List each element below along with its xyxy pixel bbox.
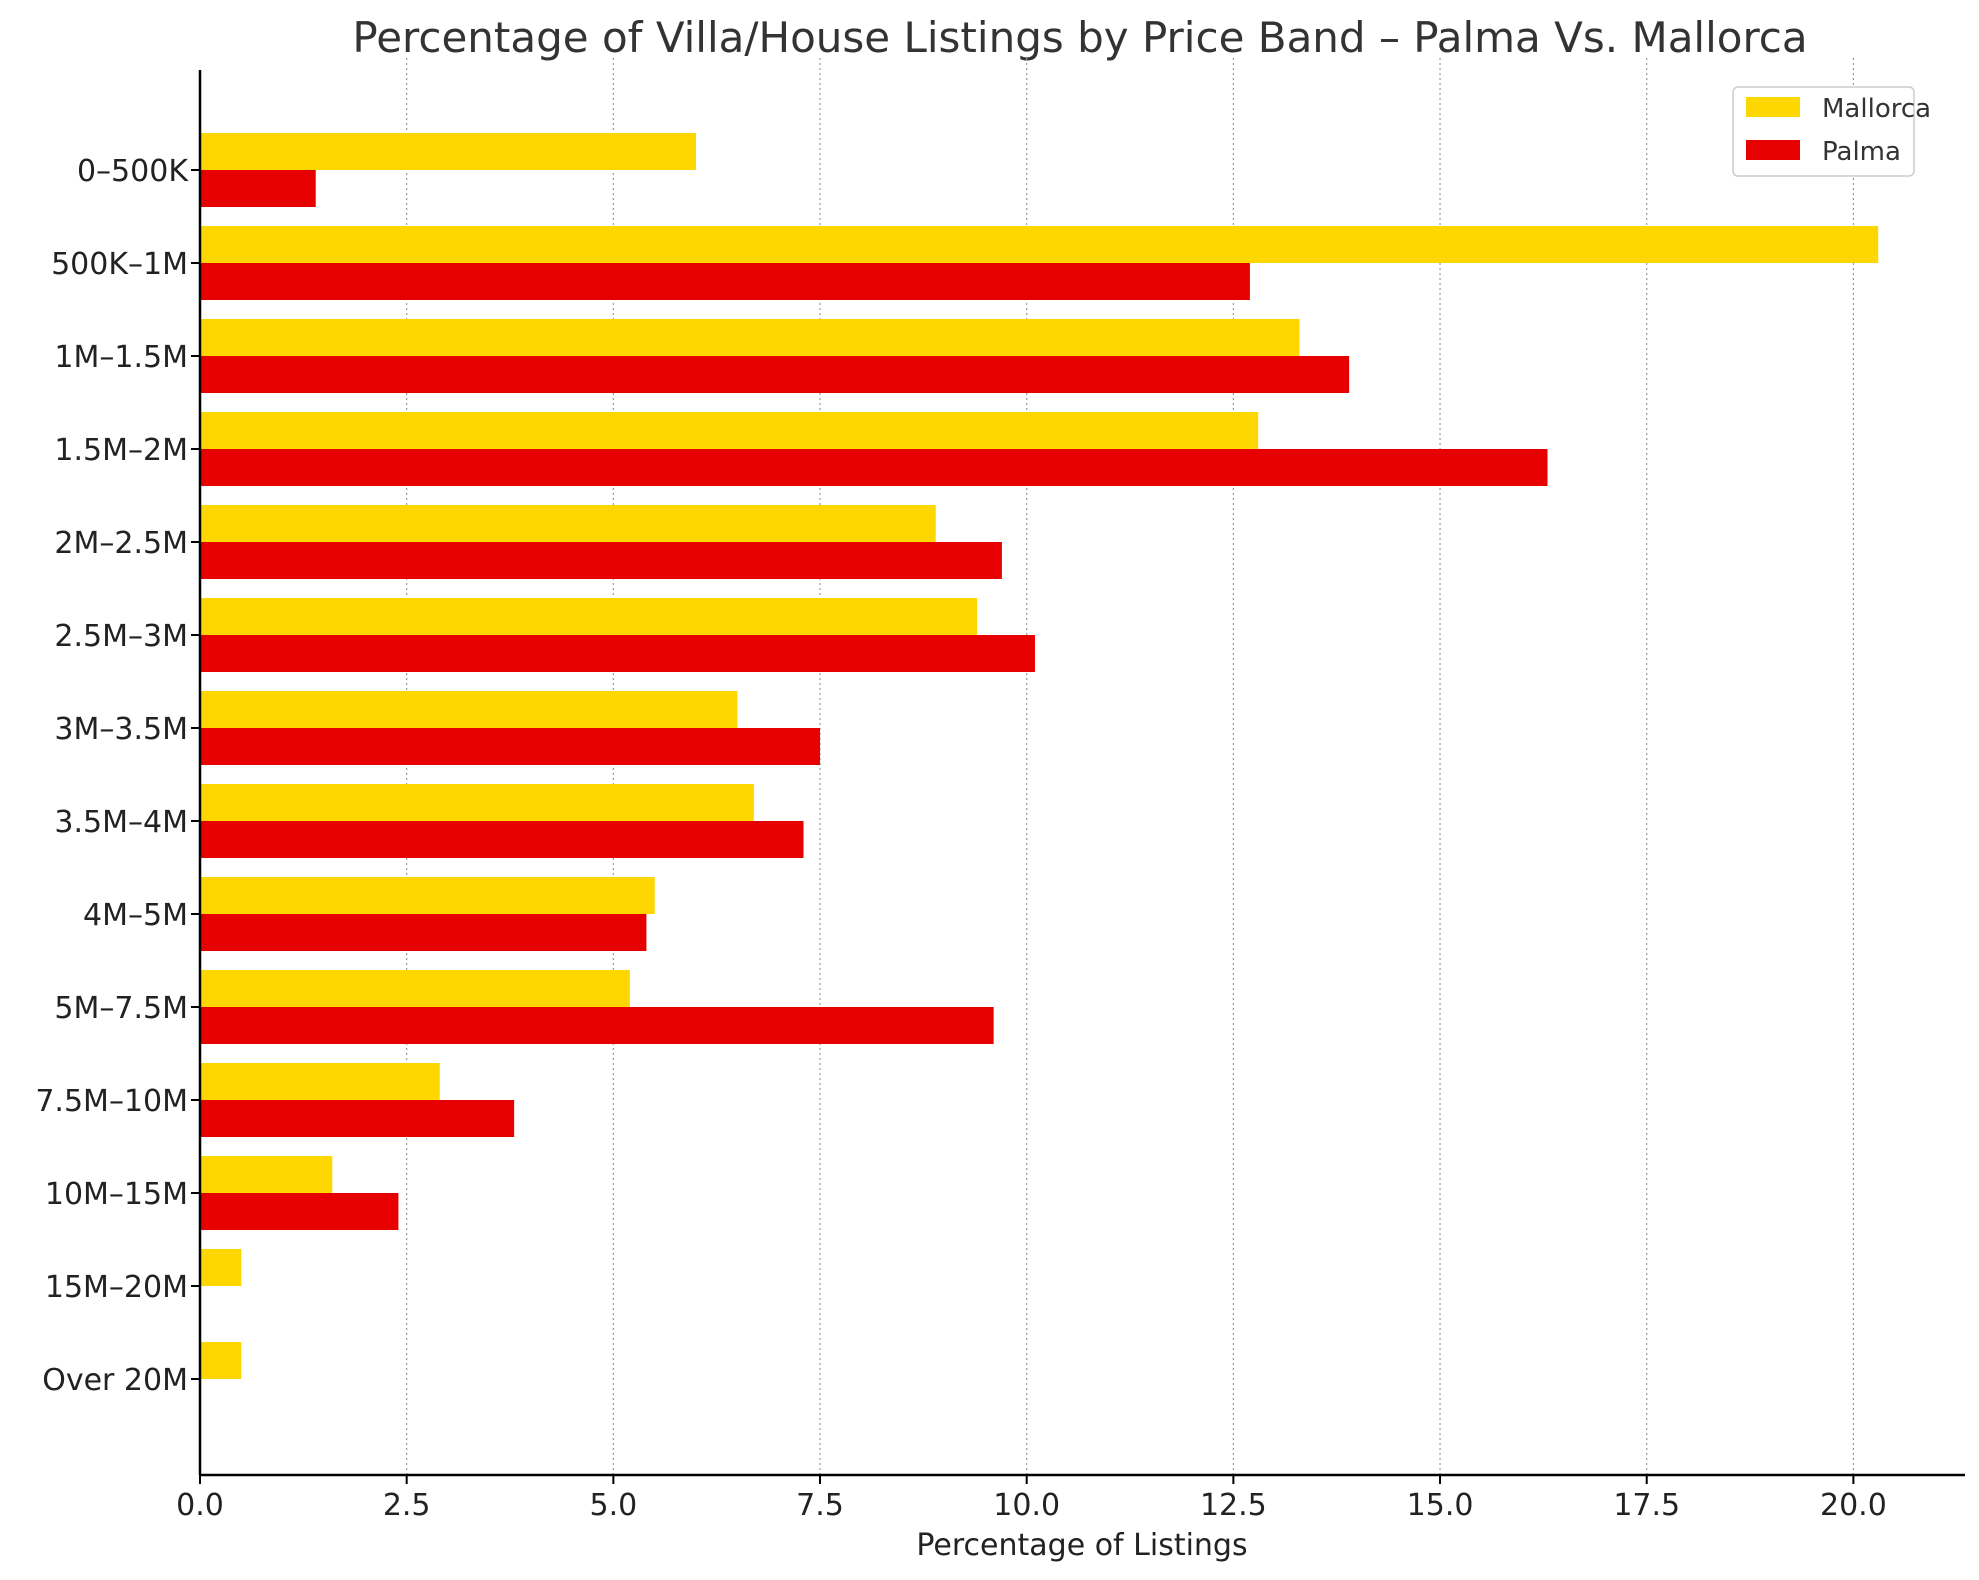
bar-palma-4[interactable] (200, 542, 1002, 579)
x-tick-label: 10.0 (993, 1488, 1060, 1523)
y-tick-label: 5M–7.5M (54, 991, 188, 1026)
y-tick-label: 3.5M–4M (54, 805, 188, 840)
y-tick-label: 0–500K (77, 154, 189, 189)
x-tick-label: 20.0 (1820, 1488, 1887, 1523)
y-tick-label: 1.5M–2M (54, 433, 188, 468)
x-axis-label: Percentage of Listings (916, 1528, 1247, 1563)
y-tick-label: 7.5M–10M (35, 1084, 188, 1119)
bar-palma-2[interactable] (200, 356, 1350, 393)
bar-mallorca-7[interactable] (200, 784, 754, 821)
bar-mallorca-4[interactable] (200, 505, 936, 542)
bar-mallorca-10[interactable] (200, 1063, 440, 1100)
bar-mallorca-11[interactable] (200, 1156, 333, 1193)
y-tick-label: 3M–3.5M (54, 712, 188, 747)
chart-title: Percentage of Villa/House Listings by Pr… (352, 13, 1807, 62)
bar-palma-3[interactable] (200, 449, 1548, 486)
bar-palma-7[interactable] (200, 821, 804, 858)
x-ticks: 0.0 2.5 5.0 7.5 10.0 12.5 15.0 17.5 20.0 (176, 1475, 1887, 1523)
x-tick-label: 5.0 (589, 1488, 637, 1523)
y-tick-label: 15M–20M (45, 1270, 188, 1305)
bar-palma-8[interactable] (200, 914, 647, 951)
axes (198, 70, 1965, 1477)
legend-label-palma: Palma (1822, 137, 1901, 167)
y-tick-label: Over 20M (42, 1363, 188, 1398)
x-tick-label: 2.5 (383, 1488, 431, 1523)
legend-swatch-palma (1746, 140, 1800, 160)
y-tick-label: 2M–2.5M (54, 526, 188, 561)
y-tick-label: 10M–15M (45, 1177, 188, 1212)
bar-mallorca-9[interactable] (200, 970, 630, 1007)
bar-mallorca-13[interactable] (200, 1342, 242, 1379)
legend-swatch-mallorca (1746, 97, 1800, 117)
bar-mallorca-3[interactable] (200, 412, 1259, 449)
x-tick-label: 7.5 (796, 1488, 844, 1523)
x-tick-label: 17.5 (1613, 1488, 1680, 1523)
bar-mallorca-12[interactable] (200, 1249, 242, 1286)
x-tick-label: 15.0 (1407, 1488, 1474, 1523)
bar-palma-0[interactable] (200, 170, 316, 207)
legend[interactable]: Mallorca Palma (1732, 86, 1931, 177)
y-tick-label: 500K–1M (51, 247, 188, 282)
legend-label-mallorca: Mallorca (1822, 94, 1931, 124)
bar-mallorca-2[interactable] (200, 319, 1300, 356)
bar-mallorca-5[interactable] (200, 598, 978, 635)
bar-mallorca-0[interactable] (200, 133, 697, 170)
y-tick-label: 4M–5M (83, 898, 188, 933)
bar-palma-6[interactable] (200, 728, 821, 765)
x-tick-label: 12.5 (1200, 1488, 1267, 1523)
x-tick-label: 0.0 (176, 1488, 224, 1523)
bar-palma-10[interactable] (200, 1100, 515, 1137)
bar-palma-5[interactable] (200, 635, 1035, 672)
bar-palma-1[interactable] (200, 263, 1250, 300)
bar-mallorca-6[interactable] (200, 691, 738, 728)
bars (200, 133, 1879, 1379)
bar-mallorca-8[interactable] (200, 877, 655, 914)
y-ticks: 0–500K 500K–1M 1M–1.5M 1.5M–2M 2M–2.5M 2.5M–3… (35, 154, 200, 1398)
bar-palma-9[interactable] (200, 1007, 994, 1044)
y-tick-label: 2.5M–3M (54, 619, 188, 654)
bar-palma-11[interactable] (200, 1193, 399, 1230)
y-tick-label: 1M–1.5M (54, 340, 188, 375)
bar-mallorca-1[interactable] (200, 226, 1879, 263)
